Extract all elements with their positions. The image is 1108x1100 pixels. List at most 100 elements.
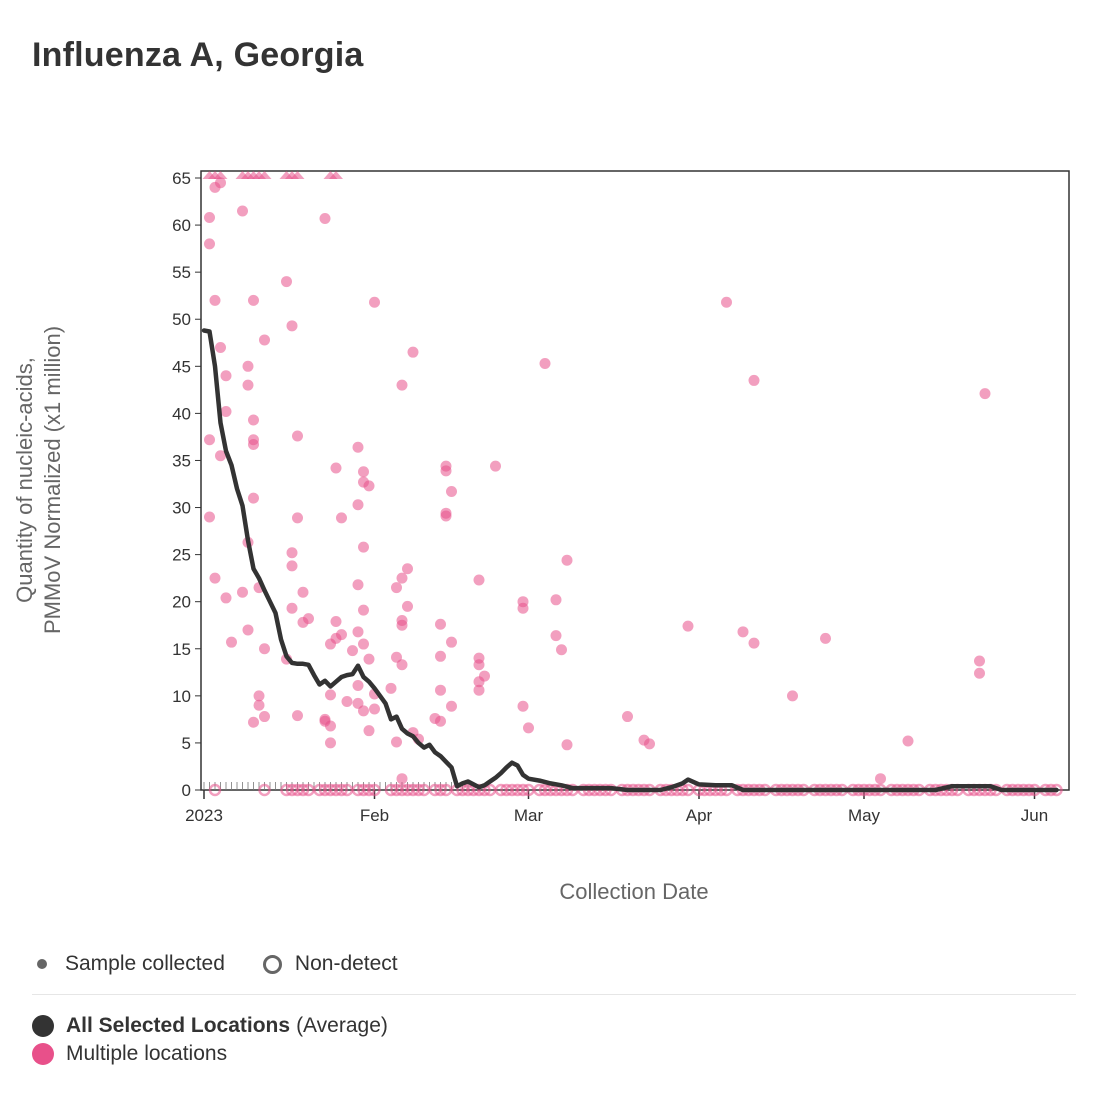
sample-point <box>358 466 369 478</box>
sample-point <box>402 600 413 612</box>
sample-point <box>204 212 215 224</box>
sample-point <box>292 710 303 722</box>
sample-point <box>242 360 254 372</box>
sample-point <box>352 679 364 691</box>
sample-point <box>358 638 369 650</box>
sample-point <box>248 716 259 728</box>
sample-point <box>517 700 529 712</box>
capped-point <box>213 171 228 179</box>
sample-point <box>550 630 562 642</box>
sample-point <box>209 294 221 306</box>
y-tick-label: 25 <box>172 546 191 565</box>
sample-point <box>242 624 254 636</box>
sample-point <box>358 541 369 553</box>
legend-locations[interactable]: Multiple locations <box>32 1042 227 1066</box>
x-tick-label: May <box>848 806 881 825</box>
hollow-circle-icon <box>262 954 282 974</box>
locations-swatch-icon <box>32 1043 54 1065</box>
sample-point <box>644 738 655 750</box>
legend-average-suffix: (Average) <box>296 1014 388 1037</box>
sample-point <box>215 341 226 353</box>
sample-point <box>385 682 397 694</box>
sample-point <box>336 629 347 641</box>
sample-point <box>473 684 485 696</box>
sample-point <box>820 632 831 644</box>
sample-point <box>396 379 408 391</box>
sample-point <box>248 414 259 426</box>
non-detect-point <box>434 783 447 797</box>
sample-point <box>490 460 501 472</box>
non-detect-point <box>208 783 222 797</box>
sample-point <box>248 492 259 504</box>
y-tick-label: 5 <box>182 734 191 753</box>
x-axis-title: Collection Date <box>559 879 708 904</box>
sample-point <box>391 736 402 748</box>
sample-point <box>204 511 215 523</box>
sample-point <box>325 737 336 749</box>
legend-non-detect-label: Non-detect <box>294 952 398 975</box>
capped-point <box>329 171 343 179</box>
scatter-points <box>202 171 1063 797</box>
average-line-group <box>201 328 1059 793</box>
sample-point <box>902 735 914 747</box>
legend-locations-name: Multiple locations <box>66 1042 228 1065</box>
sample-point <box>435 684 446 696</box>
sample-point <box>237 205 248 217</box>
sample-point <box>391 582 402 594</box>
sample-point <box>204 238 215 250</box>
sample-point <box>220 370 232 382</box>
y-tick-label: 55 <box>172 263 191 282</box>
sample-point <box>396 572 408 584</box>
y-tick-label: 50 <box>172 310 191 329</box>
sample-point <box>319 212 331 224</box>
sample-point <box>787 690 798 702</box>
sample-point <box>303 613 314 625</box>
y-tick-label: 10 <box>172 687 191 706</box>
capped-point <box>257 171 272 179</box>
y-tick-label: 35 <box>172 451 191 470</box>
x-tick-label: Mar <box>514 806 544 825</box>
sample-point <box>396 659 408 671</box>
y-tick-label: 40 <box>172 404 191 423</box>
sample-point <box>556 644 567 656</box>
sample-point <box>363 725 375 737</box>
x-tick-label: 2023 <box>185 806 223 825</box>
sample-point <box>237 586 248 598</box>
legend-sample-collected: Sample collected <box>34 952 225 976</box>
y-tick-label: 30 <box>172 499 191 518</box>
sample-point <box>391 651 402 663</box>
y-axis-title-line2: PMMoV Normalized (x1 million) <box>40 326 65 634</box>
y-axis: 0 5 10 15 20 25 30 35 40 45 50 55 60 65 <box>172 169 201 800</box>
sample-point <box>341 695 353 707</box>
sample-point <box>336 512 347 524</box>
sample-point <box>253 699 265 711</box>
sample-point <box>297 586 309 598</box>
legend-non-detect: Non-detect <box>262 952 398 976</box>
sample-point <box>286 320 298 332</box>
legend-average[interactable]: All Selected Locations (Average) <box>32 1014 388 1038</box>
sample-point <box>479 670 490 682</box>
sample-point <box>242 379 254 391</box>
sample-point <box>358 604 369 616</box>
sample-point <box>253 690 265 702</box>
sample-point <box>347 645 358 657</box>
sample-point <box>286 560 298 572</box>
x-tick-label: Jun <box>1021 806 1048 825</box>
sample-point <box>215 177 226 189</box>
sample-point <box>352 626 364 638</box>
sample-point <box>979 388 991 400</box>
sample-point <box>248 294 259 306</box>
y-tick-label: 20 <box>172 593 191 612</box>
sample-point <box>875 773 886 785</box>
sample-point <box>226 636 237 648</box>
sample-point <box>517 596 529 608</box>
sample-point <box>446 636 457 648</box>
sample-point <box>440 507 452 519</box>
chart-area: 0 5 10 15 20 25 30 35 40 45 50 55 60 65 2023 Feb Mar Apr… <box>12 169 1070 904</box>
non-detect-point <box>296 783 310 797</box>
sample-point <box>369 703 380 715</box>
sample-point <box>748 637 760 649</box>
sample-point <box>369 296 380 308</box>
sample-point <box>737 626 749 638</box>
sample-point <box>473 574 485 586</box>
